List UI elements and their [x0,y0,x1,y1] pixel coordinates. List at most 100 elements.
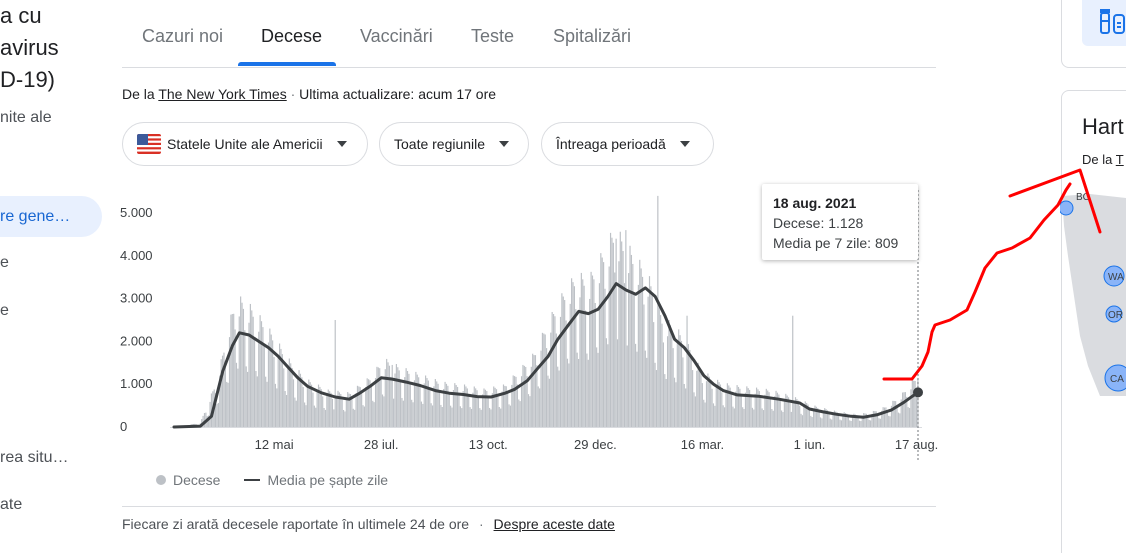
tab-cazuri-noi[interactable]: Cazuri noi [142,26,224,46]
tab-decese[interactable]: Decese [261,26,323,46]
deaths-bar [366,378,368,427]
deaths-chart[interactable]: 0 1.000 2.000 3.000 4.000 5.000 12 mai 28 iul. 1… [110,180,940,460]
deaths-bar [790,411,792,427]
deaths-bar [653,322,655,427]
deaths-bar [616,339,619,427]
deaths-bar [591,275,594,427]
deaths-bar [612,242,614,427]
map-marker-ca[interactable] [1104,364,1126,392]
deaths-bar [416,374,418,427]
deaths-bar [358,386,360,427]
deaths-bar [596,347,598,427]
deaths-bar [568,363,570,427]
deaths-bar [648,276,651,427]
tab-spitalizari[interactable]: Spitalizări [553,26,632,46]
deaths-bar [511,384,513,427]
tab-teste[interactable]: Teste [471,26,515,46]
deaths-bar [394,373,396,427]
source-link[interactable]: The New York Times [158,86,287,102]
deaths-bar [479,408,481,427]
deaths-bar [399,380,402,427]
deaths-bar [413,380,416,427]
vaccine-tile[interactable] [1082,0,1126,46]
left-nav-item[interactable]: rea situ… [0,449,69,466]
deaths-bar [744,392,747,427]
deaths-bar [550,332,552,427]
deaths-bar [327,389,329,427]
deaths-bar [623,283,626,427]
deaths-bar [831,419,833,427]
deaths-bar [886,410,888,427]
map-marker-or[interactable] [1105,305,1123,323]
deaths-bar [376,366,378,427]
about-data-link[interactable]: Despre aceste date [493,516,615,532]
deaths-bar [276,388,278,427]
deaths-bar [825,409,827,427]
deaths-bar [278,343,281,427]
deaths-bar [786,395,788,427]
deaths-bar [750,396,752,427]
deaths-bar [500,408,502,427]
deaths-bar [577,358,580,427]
deaths-bar [273,357,275,427]
tab-vaccinari[interactable]: Vaccinări [360,26,433,46]
dropdown-caret-icon [499,141,510,147]
deaths-bar [615,238,617,427]
deaths-bar [258,331,260,427]
deaths-bar [445,383,448,427]
deaths-bar [682,357,684,427]
deaths-bar [516,384,518,427]
deaths-bar [607,344,609,427]
x-tick-label: 29 dec. [574,437,617,452]
deaths-bar [227,382,229,427]
deaths-bar [794,397,797,427]
deaths-bar [832,412,834,427]
deaths-bar [297,377,299,427]
deaths-bar [562,296,564,427]
deaths-bar [369,380,371,427]
deaths-bar [406,371,409,427]
deaths-bar [724,407,726,427]
deaths-bar [814,405,816,427]
deaths-bar [490,409,492,427]
deaths-bar [323,407,325,427]
left-nav-item-active[interactable]: re gene… [0,196,102,237]
period-filter-dropdown[interactable]: Întreaga perioadă [541,122,714,166]
deaths-bar [224,360,226,427]
deaths-bar [864,413,866,427]
us-map[interactable]: BC WA OR CA [1060,176,1126,396]
deaths-bar [235,362,238,427]
deaths-bar [465,386,467,427]
tooltip-average: Media pe 7 zile: 809 [773,235,899,251]
deaths-bar [686,315,688,427]
deaths-bar [333,409,335,427]
deaths-bar [426,378,428,427]
deaths-bar [906,396,908,427]
deaths-bar [302,387,304,427]
deaths-bar [379,368,381,427]
deaths-bar [629,245,631,427]
map-marker-bc[interactable] [1060,200,1074,216]
country-filter-dropdown[interactable]: Statele Unite ale Americii [122,122,368,166]
deaths-bar [583,285,585,427]
left-nav-item[interactable]: e [0,302,9,319]
deaths-bar [611,237,613,427]
legend-line-label: Media pe șapte zile [267,472,389,488]
region-filter-dropdown[interactable]: Toate regiunile [379,122,529,166]
deaths-bar [749,389,751,427]
deaths-bar [693,392,695,427]
deaths-bar [544,334,546,427]
deaths-bar [537,386,539,427]
deaths-bar [334,320,336,427]
deaths-bar [704,402,706,427]
deaths-bar [915,387,918,427]
left-nav-item[interactable]: e [0,254,9,271]
deaths-bar [554,316,556,427]
deaths-bar [818,411,820,427]
deaths-bar [685,388,687,427]
map-source-link[interactable]: T [1115,152,1124,167]
deaths-bar [797,400,799,427]
left-nav-item[interactable]: ate [0,496,23,513]
map-marker-wa[interactable] [1103,265,1125,287]
deaths-bar [689,349,691,427]
